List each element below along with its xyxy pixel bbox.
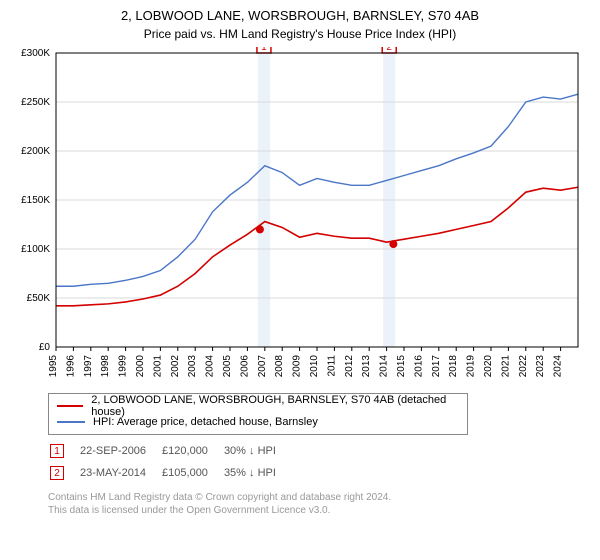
sale-badge: 2 [50, 466, 64, 480]
x-tick-label: 1997 [83, 354, 94, 377]
x-tick-label: 2007 [257, 354, 268, 377]
sale-marker [389, 240, 397, 248]
x-tick-label: 2024 [553, 354, 564, 377]
sale-date: 23-MAY-2014 [80, 463, 160, 483]
marker-flag-label: 2 [386, 47, 392, 53]
sale-marker [256, 225, 264, 233]
x-tick-label: 2019 [466, 354, 477, 377]
chart-title: 2, LOBWOOD LANE, WORSBROUGH, BARNSLEY, S… [12, 8, 588, 25]
x-tick-label: 2003 [187, 354, 198, 377]
marker-flag-label: 1 [261, 47, 267, 53]
chart-subtitle: Price paid vs. HM Land Registry's House … [12, 27, 588, 41]
sale-delta: 35% ↓ HPI [224, 463, 290, 483]
legend-swatch [57, 405, 83, 407]
attribution-line2: This data is licensed under the Open Gov… [48, 504, 580, 517]
x-tick-label: 2022 [518, 354, 529, 377]
sale-badge: 1 [50, 444, 64, 458]
x-tick-label: 2009 [292, 354, 303, 377]
attribution-line1: Contains HM Land Registry data © Crown c… [48, 491, 580, 504]
x-tick-label: 1996 [65, 354, 76, 377]
price-chart: £0 £50K £100K £150K £200K £250K £300K 1995 1996 1… [12, 47, 588, 387]
sales-row: 1 22-SEP-2006£120,00030% ↓ HPI [50, 441, 290, 461]
legend-item: 2, LOBWOOD LANE, WORSBROUGH, BARNSLEY, S… [57, 398, 459, 414]
sales-row: 2 23-MAY-2014£105,00035% ↓ HPI [50, 463, 290, 483]
sale-delta: 30% ↓ HPI [224, 441, 290, 461]
legend: 2, LOBWOOD LANE, WORSBROUGH, BARNSLEY, S… [48, 393, 468, 435]
y-tick-label: £50K [27, 293, 51, 304]
sale-date: 22-SEP-2006 [80, 441, 160, 461]
chart-container: 2, LOBWOOD LANE, WORSBROUGH, BARNSLEY, S… [0, 0, 600, 560]
x-tick-label: 2018 [448, 354, 459, 377]
x-tick-label: 2020 [483, 354, 494, 377]
sale-price: £120,000 [162, 441, 222, 461]
x-tick-label: 2000 [135, 354, 146, 377]
x-tick-label: 2017 [431, 354, 442, 377]
x-tick-label: 2013 [361, 354, 372, 377]
legend-label: HPI: Average price, detached house, Barn… [93, 416, 318, 428]
legend-label: 2, LOBWOOD LANE, WORSBROUGH, BARNSLEY, S… [91, 394, 459, 418]
x-tick-label: 2008 [274, 354, 285, 377]
x-tick-label: 2014 [379, 354, 390, 377]
y-tick-label: £100K [21, 244, 50, 255]
y-tick-label: £0 [39, 342, 51, 353]
x-tick-label: 2015 [396, 354, 407, 377]
x-tick-label: 2001 [152, 354, 163, 377]
x-tick-label: 1995 [48, 354, 59, 377]
attribution: Contains HM Land Registry data © Crown c… [48, 491, 580, 517]
x-tick-label: 2002 [170, 354, 181, 377]
legend-swatch [57, 421, 85, 423]
x-tick-label: 2011 [326, 354, 337, 376]
x-tick-label: 2016 [413, 354, 424, 377]
sale-price: £105,000 [162, 463, 222, 483]
x-tick-label: 2005 [222, 354, 233, 377]
x-tick-label: 1999 [118, 354, 129, 377]
x-tick-label: 2023 [535, 354, 546, 377]
x-tick-label: 2021 [500, 354, 511, 377]
x-tick-label: 2010 [309, 354, 320, 377]
x-tick-label: 2006 [239, 354, 250, 377]
y-tick-label: £200K [21, 146, 50, 157]
sales-table: 1 22-SEP-2006£120,00030% ↓ HPI 2 23-MAY-201… [48, 439, 292, 485]
x-tick-label: 1998 [100, 354, 111, 377]
x-tick-label: 2012 [344, 354, 355, 377]
x-tick-label: 2004 [205, 354, 216, 377]
y-tick-label: £300K [21, 48, 50, 59]
y-tick-label: £150K [21, 195, 50, 206]
y-tick-label: £250K [21, 97, 50, 108]
